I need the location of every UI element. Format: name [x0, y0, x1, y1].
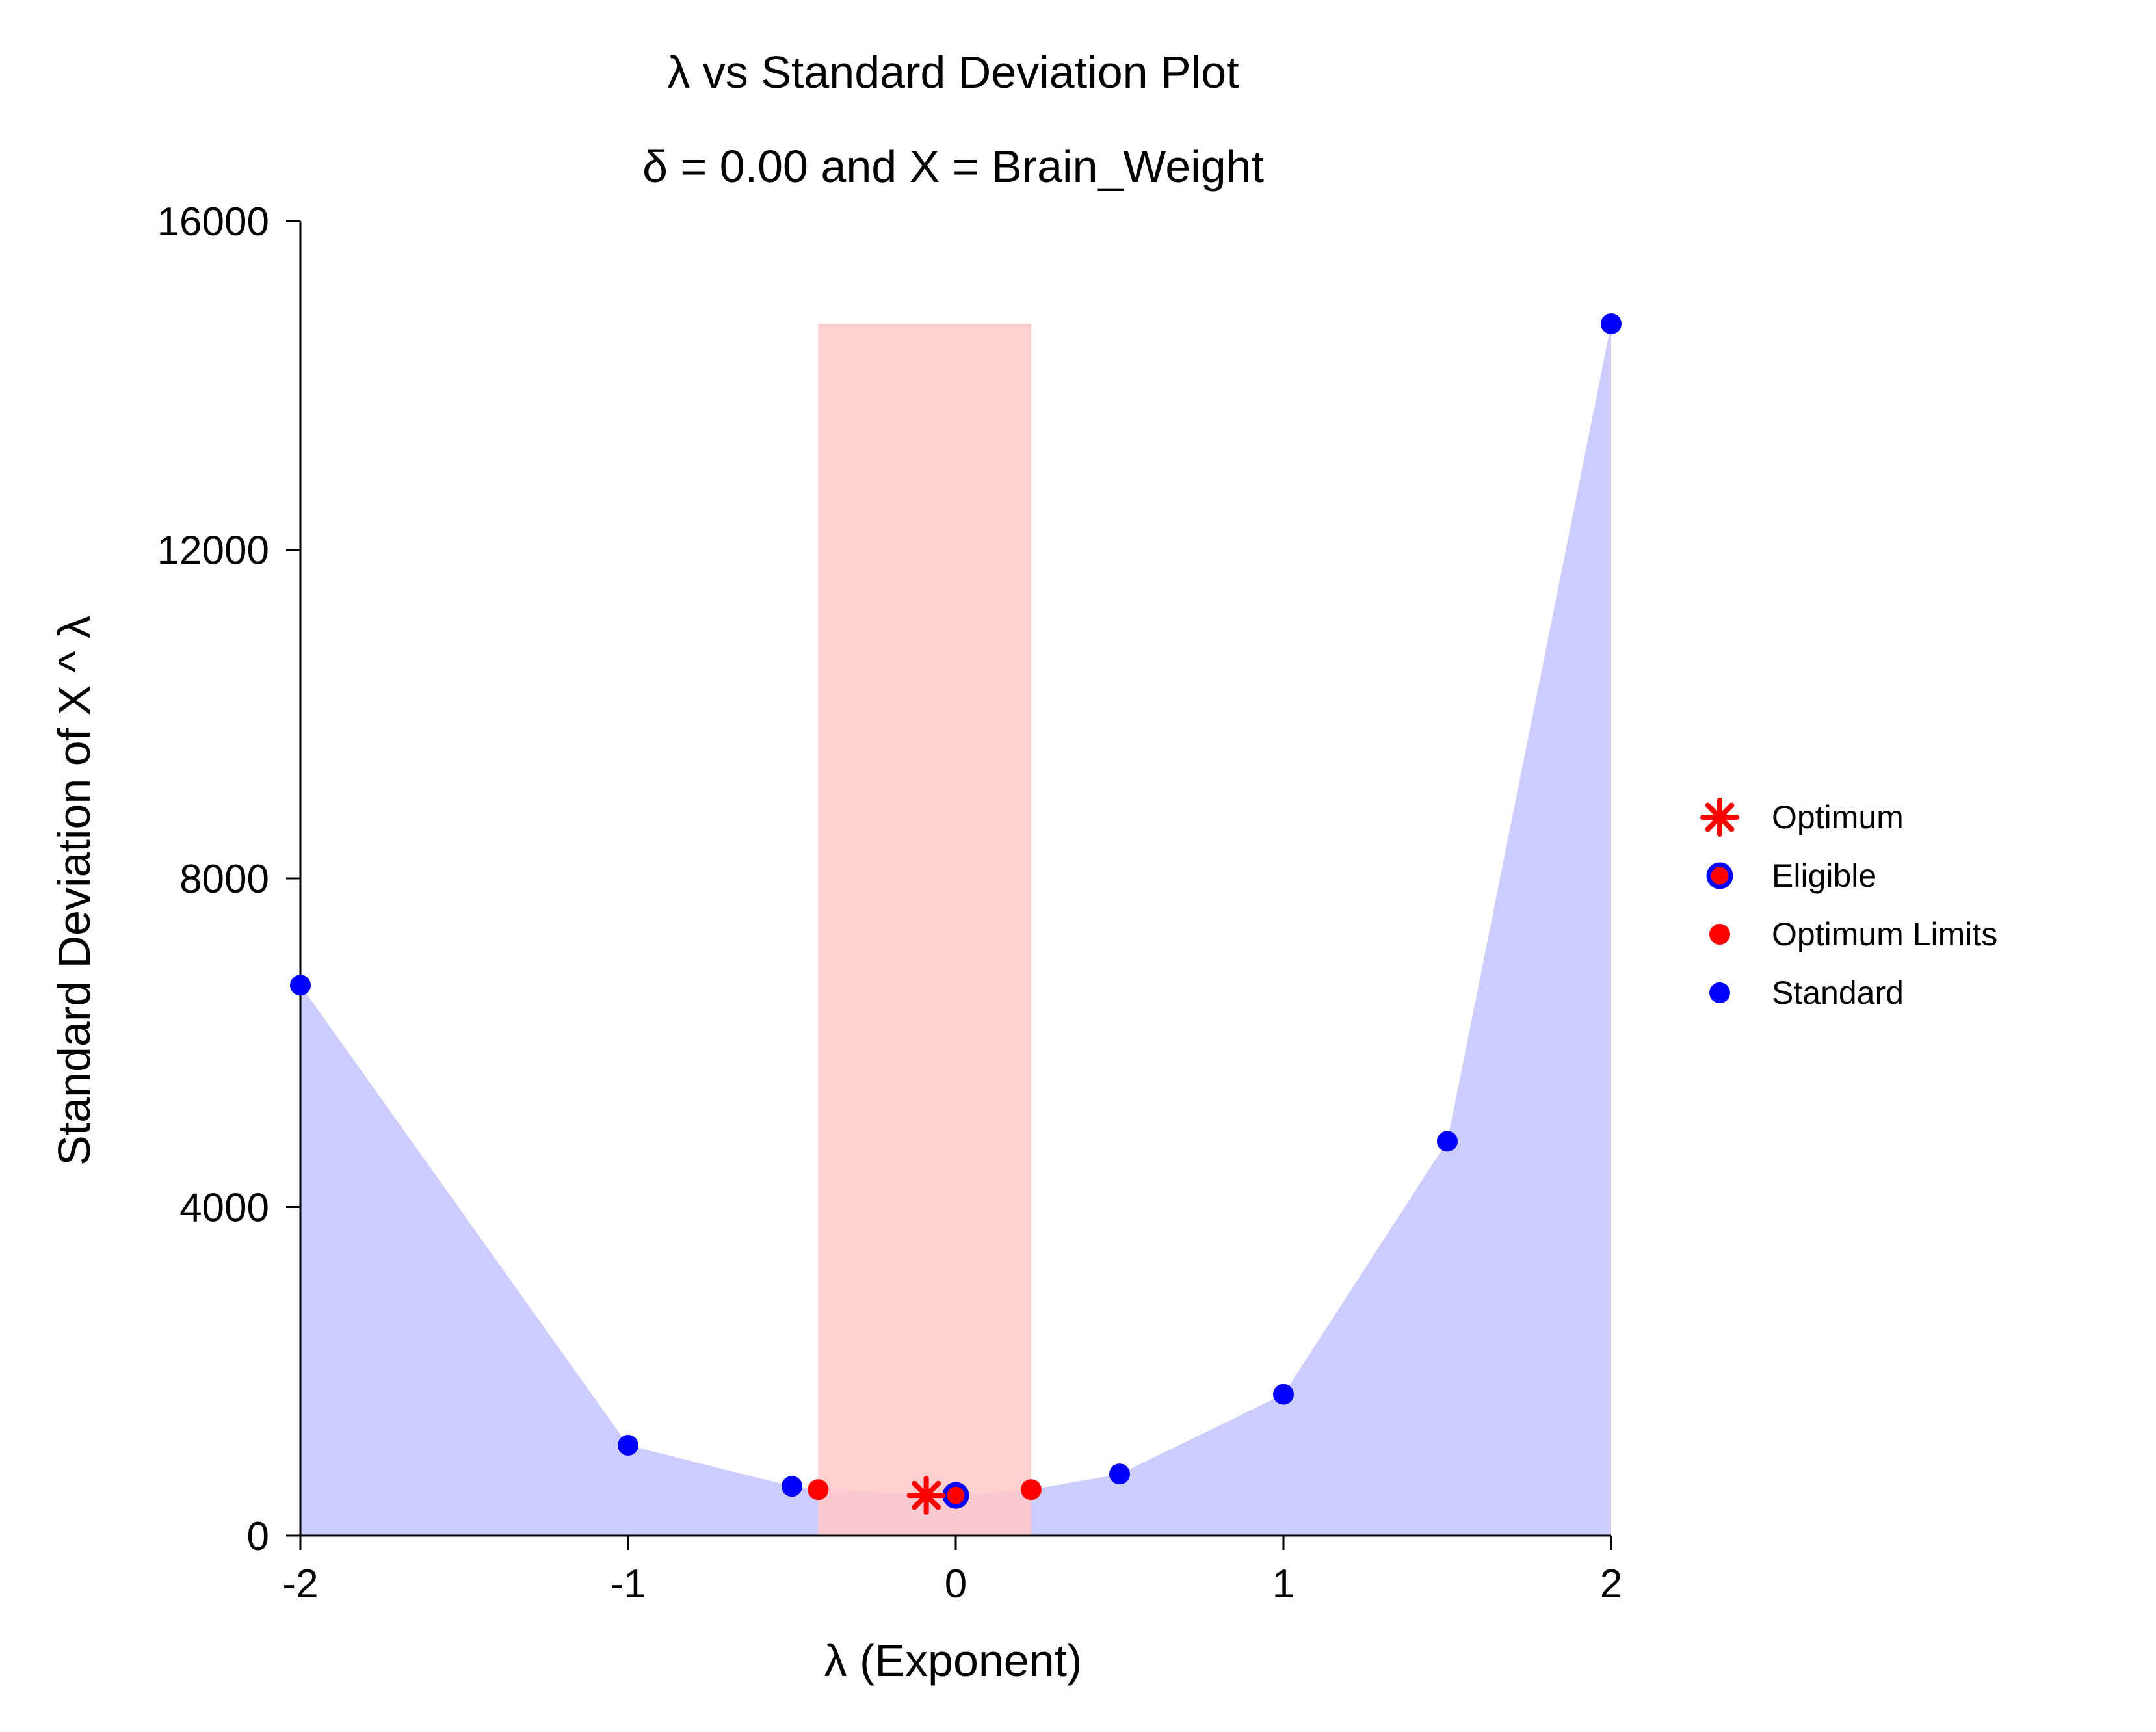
legend-marker [1700, 798, 1739, 837]
sd-area [300, 323, 1611, 1536]
eligible-ring [1706, 862, 1733, 889]
optimum-band [818, 323, 1031, 1536]
plot-area [300, 323, 1611, 1536]
legend-label: Optimum Limits [1772, 916, 1997, 952]
legend-item: Eligible [1706, 858, 1876, 894]
legend-marker [1709, 924, 1730, 945]
legend-marker [1706, 862, 1733, 889]
axes: -2 -1 0 1 2 0 4000 8000 12000 16000 [157, 200, 1623, 1607]
legend-marker [1709, 982, 1730, 1003]
legend-label: Eligible [1772, 858, 1876, 894]
y-tick-label: 8000 [179, 857, 269, 902]
legend-item: Standard [1709, 975, 1904, 1011]
standard-point [1601, 313, 1622, 334]
optimum-limits-point [808, 1479, 829, 1501]
y-tick-label: 4000 [179, 1186, 269, 1231]
x-axis-label: λ (Exponent) [824, 1635, 1083, 1686]
eligible-ring [942, 1482, 969, 1509]
standard-point [782, 1476, 802, 1497]
star-stroke [1705, 802, 1735, 832]
legend-label: Standard [1772, 975, 1904, 1011]
standard-point [1437, 1131, 1458, 1152]
standard-point [618, 1434, 638, 1456]
standard-point [1109, 1463, 1130, 1485]
optimum-limits-point [1020, 1479, 1042, 1501]
standard-point [290, 975, 311, 996]
optimum-point [906, 1476, 946, 1515]
x-tick-label: 2 [1600, 1562, 1622, 1607]
x-tick-label: 1 [1272, 1562, 1295, 1607]
legend-item: Optimum [1700, 798, 1904, 837]
x-tick-label: -2 [282, 1562, 318, 1607]
legend-label: Optimum [1772, 799, 1904, 835]
x-tick-label: -1 [610, 1562, 646, 1607]
y-tick-label: 0 [247, 1514, 269, 1559]
eligible-point [942, 1482, 969, 1509]
legend-item: Optimum Limits [1709, 916, 1997, 952]
star-stroke [912, 1480, 941, 1510]
legend: Optimum Eligible Optimum Limits Standard [1700, 798, 1997, 1011]
x-tick-label: 0 [945, 1562, 967, 1607]
standard-point [1273, 1384, 1294, 1405]
y-tick-label: 16000 [157, 200, 269, 244]
data-markers [290, 313, 1622, 1515]
chart-subtitle: δ = 0.00 and X = Brain_Weight [642, 141, 1264, 192]
y-tick-label: 12000 [157, 529, 269, 573]
chart-title: λ vs Standard Deviation Plot [667, 47, 1239, 98]
y-axis-label: Standard Deviation of X ^ λ [49, 616, 99, 1166]
